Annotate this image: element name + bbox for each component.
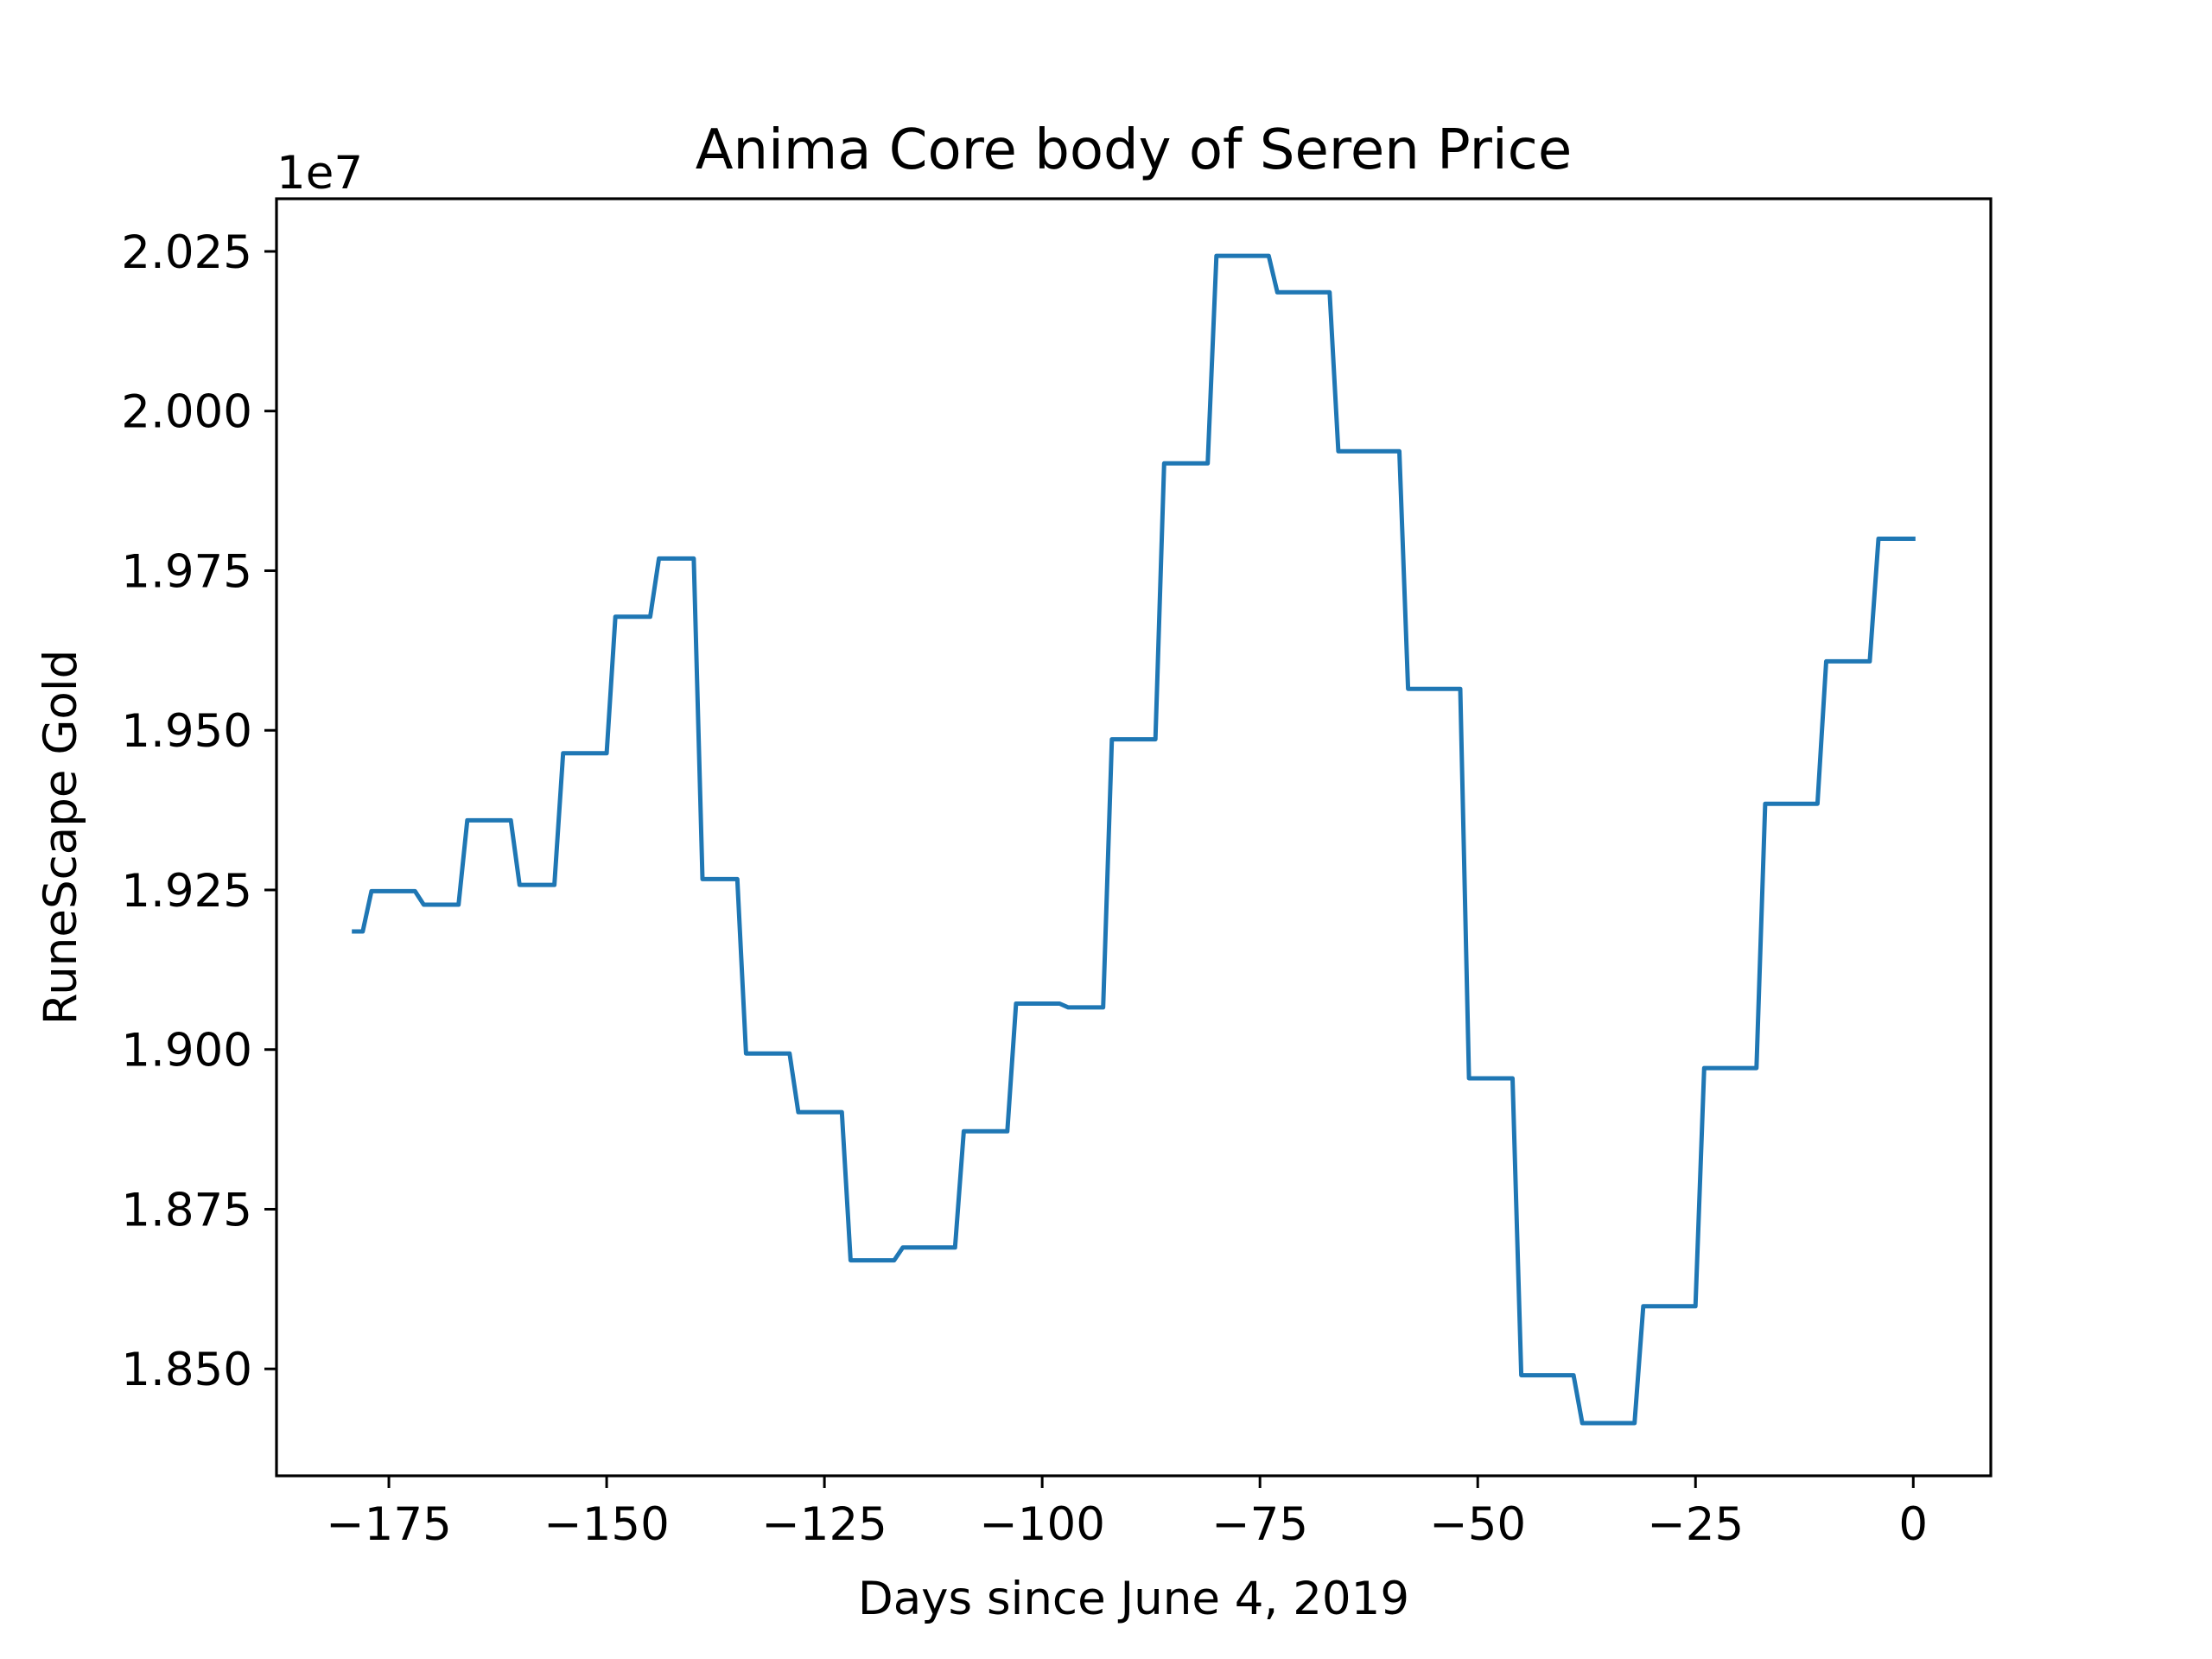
x-tick-label: −100 xyxy=(979,1498,1105,1551)
x-tick-label: −25 xyxy=(1647,1498,1744,1551)
x-tick-label: −150 xyxy=(543,1498,670,1551)
y-axis-ticks: 1.850 1.875 1.900 1.925 1.950 1.975 2.000 2.025 xyxy=(121,226,276,1396)
y-tick-label: 2.025 xyxy=(121,226,252,279)
chart-title: Anima Core body of Seren Price xyxy=(696,118,1572,182)
plot-frame xyxy=(275,197,1993,1478)
x-tick-label: 0 xyxy=(1898,1498,1928,1551)
y-tick-label: 1.975 xyxy=(121,545,252,598)
x-tick-label: −125 xyxy=(761,1498,887,1551)
y-tick-label: 1.875 xyxy=(121,1184,252,1236)
plot-area xyxy=(276,199,1991,1476)
x-tick-label: −50 xyxy=(1429,1498,1526,1551)
y-tick-label: 2.000 xyxy=(121,386,252,439)
y-axis-offset-label: 1e7 xyxy=(276,147,363,200)
y-tick-label: 1.950 xyxy=(121,705,252,758)
series-layer xyxy=(352,253,1916,1426)
series-line-0 xyxy=(352,253,1916,1426)
y-tick-label: 1.925 xyxy=(121,865,252,918)
y-tick-label: 1.850 xyxy=(121,1344,252,1396)
x-tick-label: −75 xyxy=(1211,1498,1308,1551)
x-axis-label: Days since June 4, 2019 xyxy=(858,1573,1409,1625)
x-tick-label: −175 xyxy=(326,1498,452,1551)
y-axis-label: RuneScape Gold xyxy=(35,650,87,1025)
y-tick-label: 1.900 xyxy=(121,1025,252,1077)
x-axis-ticks: −175 −150 −125 −100 −75 −50 −25 0 xyxy=(326,1476,1928,1551)
